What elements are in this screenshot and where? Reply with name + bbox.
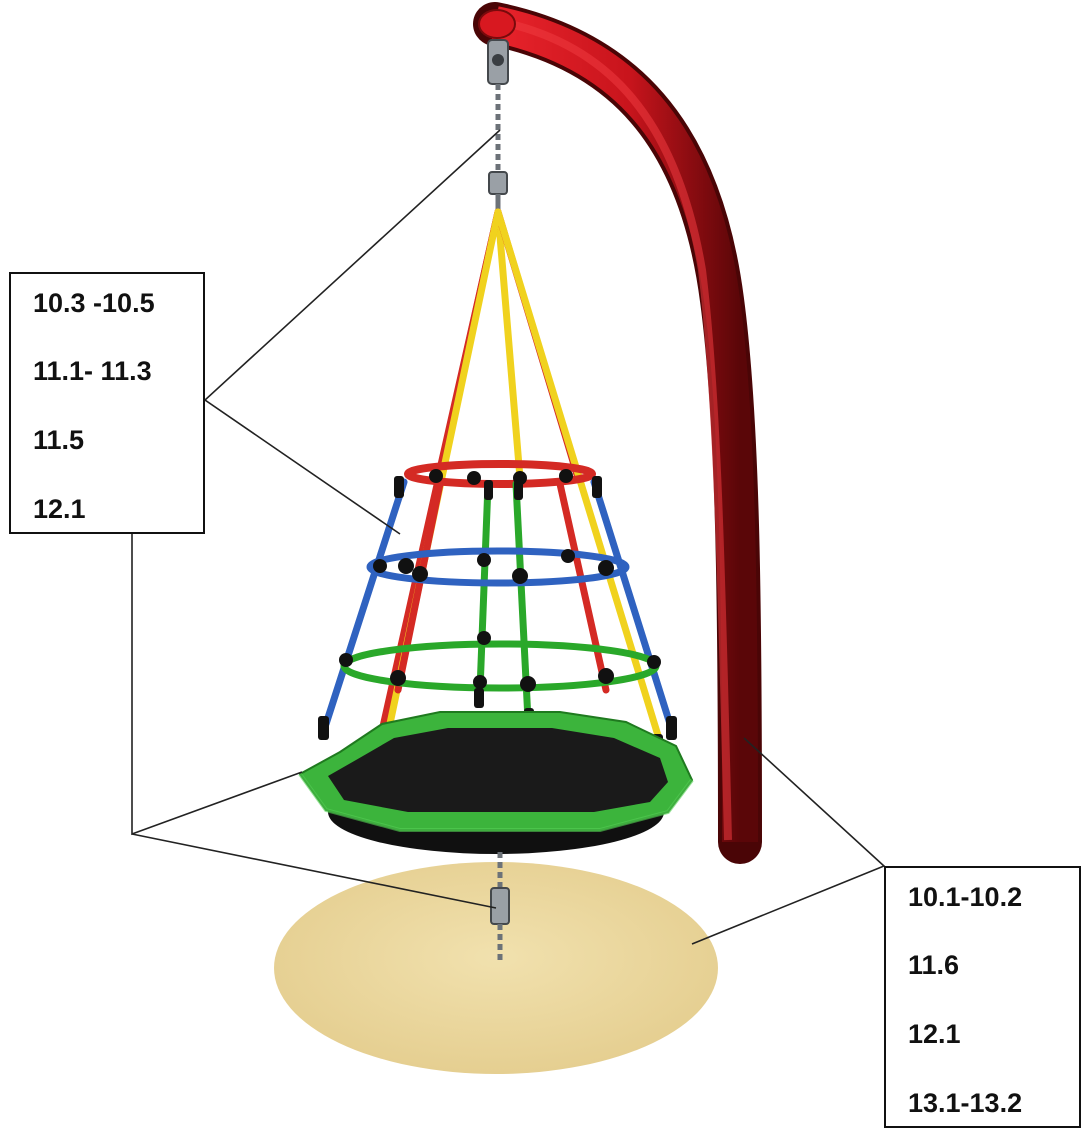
callout-ref: 10.1-10.2 [908,882,1022,913]
callout-ref: 11.6 [908,950,959,981]
callout-ref: 11.1- 11.3 [33,356,152,387]
callout-ref: 12.1 [33,494,86,525]
callout-ref: 11.5 [33,425,84,456]
callout-box-right: 10.1-10.2 11.6 12.1 13.1-13.2 [884,866,1081,1128]
callout-ref: 12.1 [908,1019,961,1050]
top-hanger [488,40,508,212]
callout-ref: 10.3 -10.5 [33,288,155,319]
callout-box-left: 10.3 -10.5 11.1- 11.3 11.5 12.1 [9,272,205,534]
swing-seat [300,712,692,854]
callout-ref: 13.1-13.2 [908,1088,1022,1119]
